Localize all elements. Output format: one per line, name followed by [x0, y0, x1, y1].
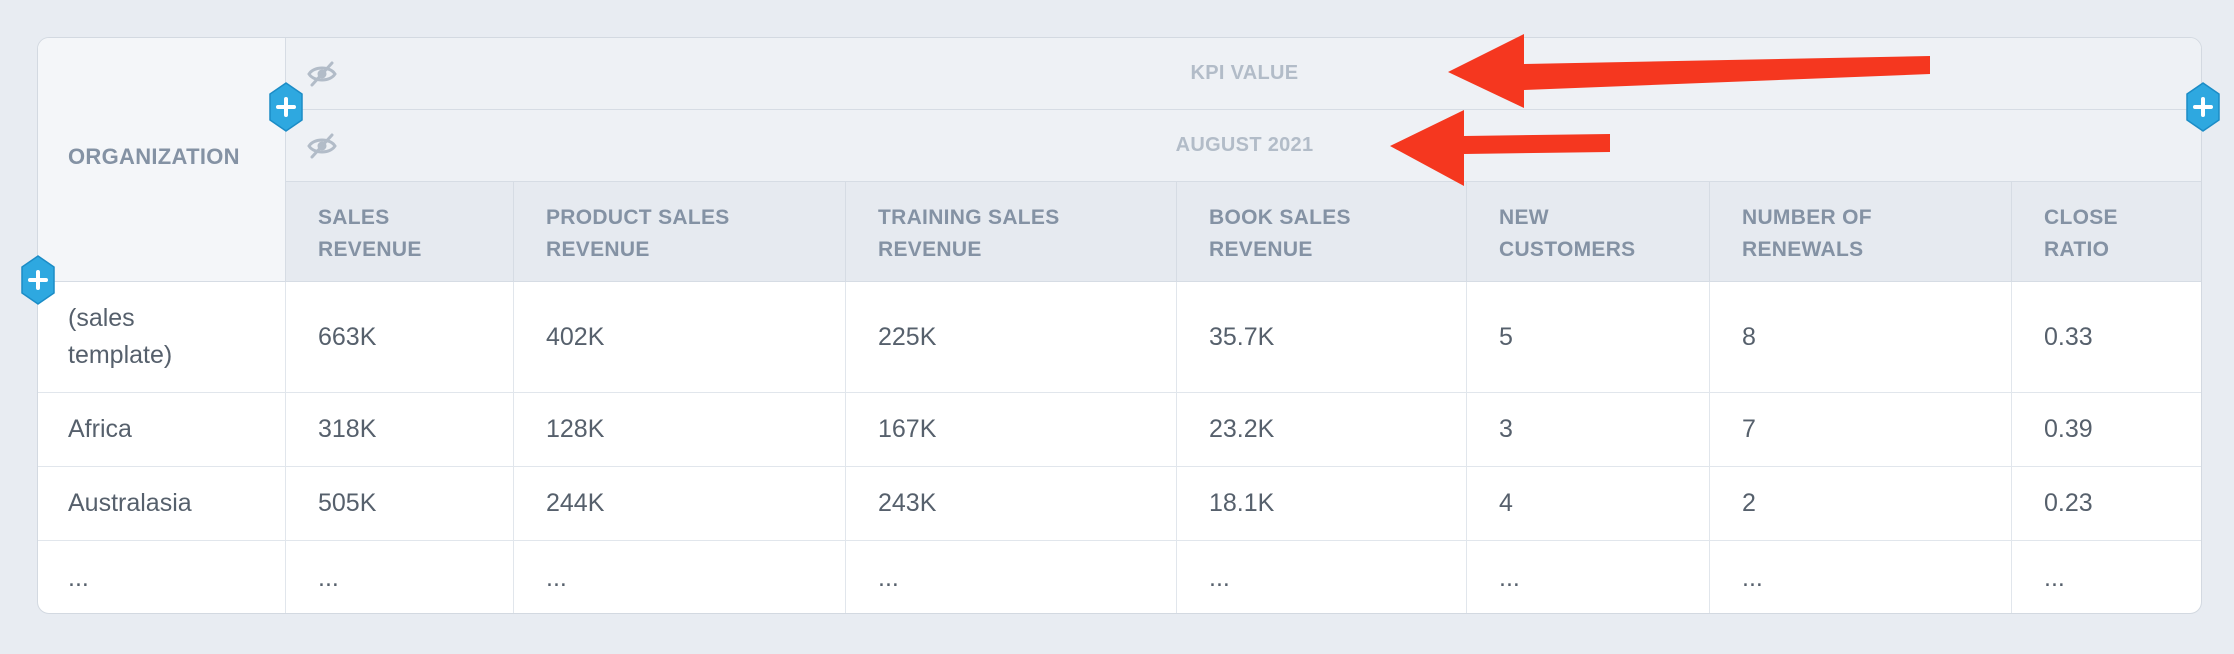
value-cell[interactable]: 18.1K [1177, 467, 1467, 541]
column-header[interactable]: BOOK SALES REVENUE [1177, 182, 1467, 282]
value-cell[interactable]: 8 [1710, 282, 2012, 393]
column-header-label: NEW CUSTOMERS [1499, 206, 1636, 261]
kpi-value: 167K [878, 415, 937, 443]
plus-icon [276, 97, 296, 117]
column-header-label: PRODUCT SALES REVENUE [546, 206, 730, 261]
period-label: AUGUST 2021 [1175, 134, 1314, 156]
value-cell[interactable]: 7 [1710, 393, 2012, 467]
kpi-value: 0.23 [2044, 489, 2093, 517]
value-cell[interactable]: 225K [846, 282, 1177, 393]
value-cell[interactable]: 3 [1467, 393, 1710, 467]
kpi-value: 35.7K [1209, 322, 1275, 351]
column-header[interactable]: NUMBER OF RENEWALS [1710, 182, 2012, 282]
organization-name: (sales template) [68, 304, 173, 369]
value-cell[interactable]: 23.2K [1177, 393, 1467, 467]
organization-header-label: ORGANIZATION [68, 144, 240, 169]
column-header[interactable]: TRAINING SALES REVENUE [846, 182, 1177, 282]
value-cell[interactable]: ... [286, 541, 514, 613]
eye-slash-icon[interactable] [306, 130, 338, 162]
kpi-value: 0.33 [2044, 322, 2093, 351]
period-band: AUGUST 2021 [286, 110, 2201, 182]
kpi-value: ... [878, 563, 899, 592]
kpi-value: 505K [318, 489, 377, 517]
column-header[interactable]: SALES REVENUE [286, 182, 514, 282]
value-cell[interactable]: ... [514, 541, 846, 613]
annotation-arrow [1448, 34, 1930, 108]
value-cell[interactable]: ... [1177, 541, 1467, 613]
organization-name: Australasia [68, 489, 192, 517]
kpi-value: ... [1499, 563, 1520, 592]
kpi-value: 128K [546, 415, 605, 443]
value-cell[interactable]: 663K [286, 282, 514, 393]
kpi-value: 18.1K [1209, 489, 1275, 517]
kpi-value: ... [1209, 563, 1230, 592]
kpi-value: 8 [1742, 322, 1756, 351]
value-cell[interactable]: 243K [846, 467, 1177, 541]
kpi-value: 318K [318, 415, 377, 443]
add-column-button[interactable] [2186, 82, 2220, 132]
value-cell[interactable]: 0.33 [2012, 282, 2201, 393]
organization-cell[interactable]: Australasia [38, 467, 286, 541]
value-cell[interactable]: 402K [514, 282, 846, 393]
value-cell[interactable]: 505K [286, 467, 514, 541]
column-header[interactable]: NEW CUSTOMERS [1467, 182, 1710, 282]
value-cell[interactable]: 2 [1710, 467, 2012, 541]
value-cell[interactable]: 167K [846, 393, 1177, 467]
value-cell[interactable]: ... [846, 541, 1177, 613]
column-header[interactable]: CLOSE RATIO [2012, 182, 2201, 282]
kpi-value: 0.39 [2044, 415, 2093, 443]
plus-icon [2193, 97, 2213, 117]
column-header-label: SALES REVENUE [318, 206, 422, 261]
kpi-value: 4 [1499, 489, 1513, 517]
kpi-value: 5 [1499, 322, 1513, 351]
kpi-value: 23.2K [1209, 415, 1275, 443]
add-row-button[interactable] [21, 255, 55, 305]
value-cell[interactable]: ... [2012, 541, 2201, 613]
kpi-value: ... [2044, 563, 2065, 592]
kpi-value: 663K [318, 322, 377, 351]
kpi-value: ... [1742, 563, 1763, 592]
kpi-value: 225K [878, 322, 937, 351]
value-cell[interactable]: 4 [1467, 467, 1710, 541]
value-cell[interactable]: 0.39 [2012, 393, 2201, 467]
value-cell[interactable]: 128K [514, 393, 846, 467]
value-cell[interactable]: 5 [1467, 282, 1710, 393]
kpi-value: 3 [1499, 415, 1513, 443]
column-header-label: CLOSE RATIO [2044, 206, 2118, 261]
kpi-value: 243K [878, 489, 937, 517]
organization-cell[interactable]: ... [38, 541, 286, 613]
organization-name: Africa [68, 415, 132, 443]
organization-cell[interactable]: (sales template) [38, 282, 286, 393]
kpi-value: ... [318, 563, 339, 592]
kpi-value: 402K [546, 322, 605, 351]
kpi-value-label: KPI VALUE [1190, 62, 1299, 84]
kpi-table: ORGANIZATION KPI VALUE AUGUST 2021 SALES… [37, 37, 2202, 614]
column-header-label: NUMBER OF RENEWALS [1742, 206, 1872, 261]
kpi-value: 7 [1742, 415, 1756, 443]
column-header[interactable]: PRODUCT SALES REVENUE [514, 182, 846, 282]
kpi-value: 2 [1742, 489, 1756, 517]
value-cell[interactable]: 318K [286, 393, 514, 467]
add-column-button[interactable] [269, 82, 303, 132]
organization-header[interactable]: ORGANIZATION [38, 38, 286, 282]
column-header-label: BOOK SALES REVENUE [1209, 206, 1351, 261]
plus-icon [28, 270, 48, 290]
eye-slash-icon[interactable] [306, 58, 338, 90]
organization-cell[interactable]: Africa [38, 393, 286, 467]
organization-name: ... [68, 563, 89, 592]
kpi-value: ... [546, 563, 567, 592]
kpi-value: 244K [546, 489, 605, 517]
value-cell[interactable]: 35.7K [1177, 282, 1467, 393]
value-cell[interactable]: 0.23 [2012, 467, 2201, 541]
value-cell[interactable]: ... [1710, 541, 2012, 613]
annotation-arrow [1390, 110, 1610, 186]
value-cell[interactable]: ... [1467, 541, 1710, 613]
value-cell[interactable]: 244K [514, 467, 846, 541]
column-header-label: TRAINING SALES REVENUE [878, 206, 1060, 261]
